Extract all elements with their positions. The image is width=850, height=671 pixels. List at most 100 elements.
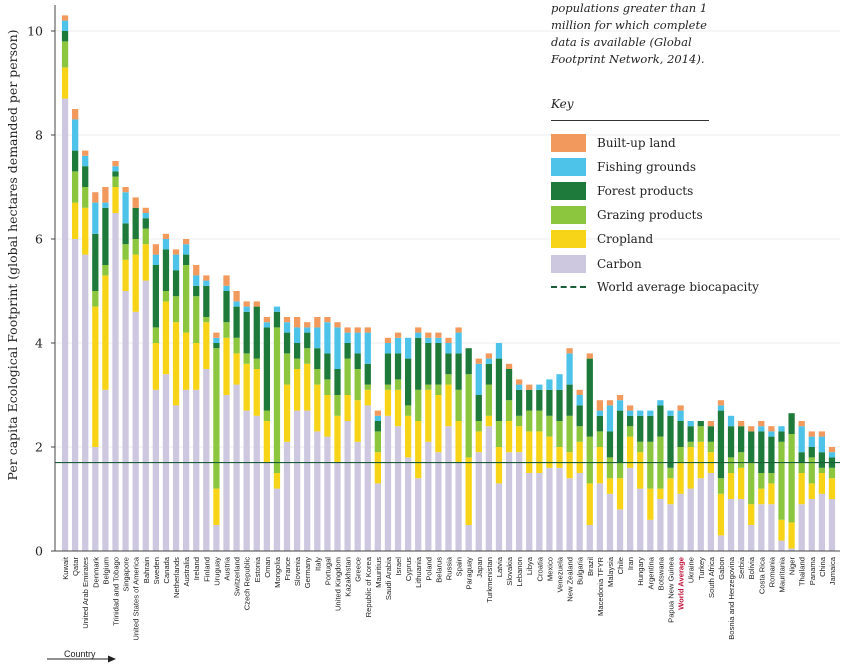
bar-group — [616, 395, 624, 551]
bar-segment-forest-products — [677, 421, 684, 447]
x-tick-label: Venezuela — [556, 556, 565, 592]
bar-group — [112, 161, 119, 551]
bar-segment-forest-products — [72, 150, 79, 172]
bar-segment-cropland — [606, 478, 614, 494]
bar-segment-fishing-grounds — [616, 400, 624, 411]
x-tick-label: Kazakhstan — [344, 557, 353, 597]
bar-segment-forest-products — [697, 421, 704, 427]
bar-segment-forest-products — [102, 207, 109, 265]
bar-segment-cropland — [394, 389, 402, 427]
bar-segment-forest-products — [263, 327, 270, 411]
bar-segment-carbon — [193, 389, 200, 551]
bar-segment-fishing-grounds — [364, 332, 371, 364]
bar-segment-forest-products — [364, 363, 371, 385]
bar-segment-carbon — [213, 525, 220, 551]
bar-segment-carbon — [334, 462, 341, 551]
bar-segment-fishing-grounds — [727, 415, 735, 427]
bar-segment-built-up-land — [566, 348, 573, 354]
bar-segment-cropland — [516, 426, 523, 453]
x-tick-label: Australia — [182, 556, 191, 586]
bar-segment-grazing-products — [738, 452, 745, 468]
bar-segment-forest-products — [596, 415, 603, 432]
bar-segment-built-up-land — [374, 410, 381, 416]
bar-segment-forest-products — [788, 413, 795, 434]
bar-group — [162, 233, 170, 551]
bar-segment-carbon — [778, 540, 785, 551]
bar-segment-built-up-land — [263, 317, 270, 323]
bar-segment-forest-products — [798, 452, 805, 463]
bar-group — [697, 421, 704, 551]
bar-segment-fishing-grounds — [273, 306, 281, 312]
bar-segment-fishing-grounds — [263, 322, 270, 328]
bar-segment-built-up-land — [677, 405, 684, 411]
bar-segment-cropland — [556, 447, 563, 468]
bar-segment-fishing-grounds — [637, 410, 644, 416]
bar-segment-carbon — [435, 452, 442, 551]
bar-segment-built-up-land — [738, 421, 745, 427]
bar-segment-carbon — [384, 415, 392, 551]
bar-segment-fishing-grounds — [283, 322, 291, 333]
bar-segment-built-up-land — [475, 358, 482, 364]
x-tick-label: Russia — [445, 556, 454, 580]
bar-segment-fishing-grounds — [778, 426, 785, 432]
bar-segment-grazing-products — [314, 369, 321, 385]
x-tick-label: World Average — [677, 557, 686, 610]
bar-segment-carbon — [314, 431, 321, 551]
x-tick-label: Mauritius — [374, 557, 383, 588]
bar-segment-cropland — [596, 447, 603, 484]
bar-segment-forest-products — [273, 311, 281, 328]
legend-dashed-line — [551, 286, 586, 288]
bar-segment-forest-products — [435, 343, 442, 385]
bar-segment-grazing-products — [294, 358, 301, 369]
bar-segment-grazing-products — [273, 327, 281, 473]
bar-segment-built-up-land — [61, 15, 69, 21]
bar-segment-forest-products — [485, 363, 492, 385]
bar-segment-forest-products — [415, 337, 422, 390]
bar-group — [122, 187, 129, 551]
x-tick-label: Greece — [354, 557, 363, 582]
legend-title: Key — [551, 97, 574, 111]
bar-segment-cropland — [142, 244, 149, 281]
bar-segment-carbon — [203, 369, 210, 551]
bar-segment-cropland — [324, 395, 331, 437]
x-tick-label: Mongolia — [273, 556, 282, 588]
bar-segment-cropland — [485, 415, 492, 427]
bar-group — [213, 332, 220, 551]
bar-segment-grazing-products — [384, 384, 392, 390]
bar-segment-grazing-products — [132, 239, 139, 255]
bar-segment-cropland — [92, 306, 99, 447]
bar-segment-fishing-grounds — [223, 285, 230, 291]
bar-segment-fishing-grounds — [687, 421, 694, 427]
bar-segment-forest-products — [738, 426, 745, 453]
bar-group — [788, 413, 795, 551]
bar-segment-forest-products — [405, 358, 412, 406]
legend-label: Fishing grounds — [597, 160, 697, 174]
bar-segment-grazing-products — [465, 374, 472, 458]
x-tick-label: Belgium — [101, 557, 110, 584]
bar-segment-fishing-grounds — [647, 410, 654, 416]
bar-segment-cropland — [354, 400, 361, 442]
bar-segment-carbon — [556, 467, 563, 551]
bar-segment-cropland — [637, 452, 644, 489]
x-tick-label: Macedonia TFYR — [596, 556, 605, 615]
bar-segment-cropland — [727, 473, 735, 499]
bar-segment-cropland — [384, 389, 392, 416]
bar-segment-built-up-land — [102, 187, 109, 203]
bar-segment-built-up-land — [616, 395, 624, 401]
legend-label: Carbon — [597, 257, 642, 271]
x-tick-label: Switzerland — [233, 557, 242, 596]
bar-segment-built-up-land — [122, 187, 129, 193]
x-tick-label: Malaysia — [606, 556, 615, 587]
bar-segment-built-up-land — [223, 275, 230, 286]
bar-group — [445, 337, 452, 551]
bars — [61, 15, 836, 551]
bar-segment-grazing-products — [92, 291, 99, 307]
bar-segment-cropland — [808, 483, 815, 499]
bar-segment-carbon — [324, 436, 331, 551]
x-tick-label: Slovenia — [293, 556, 302, 586]
bar-segment-fishing-grounds — [516, 384, 523, 390]
bar-group — [354, 327, 361, 551]
x-tick-label: Bolivia — [747, 556, 756, 579]
bar-segment-cropland — [748, 504, 755, 525]
bar-group — [717, 400, 725, 551]
